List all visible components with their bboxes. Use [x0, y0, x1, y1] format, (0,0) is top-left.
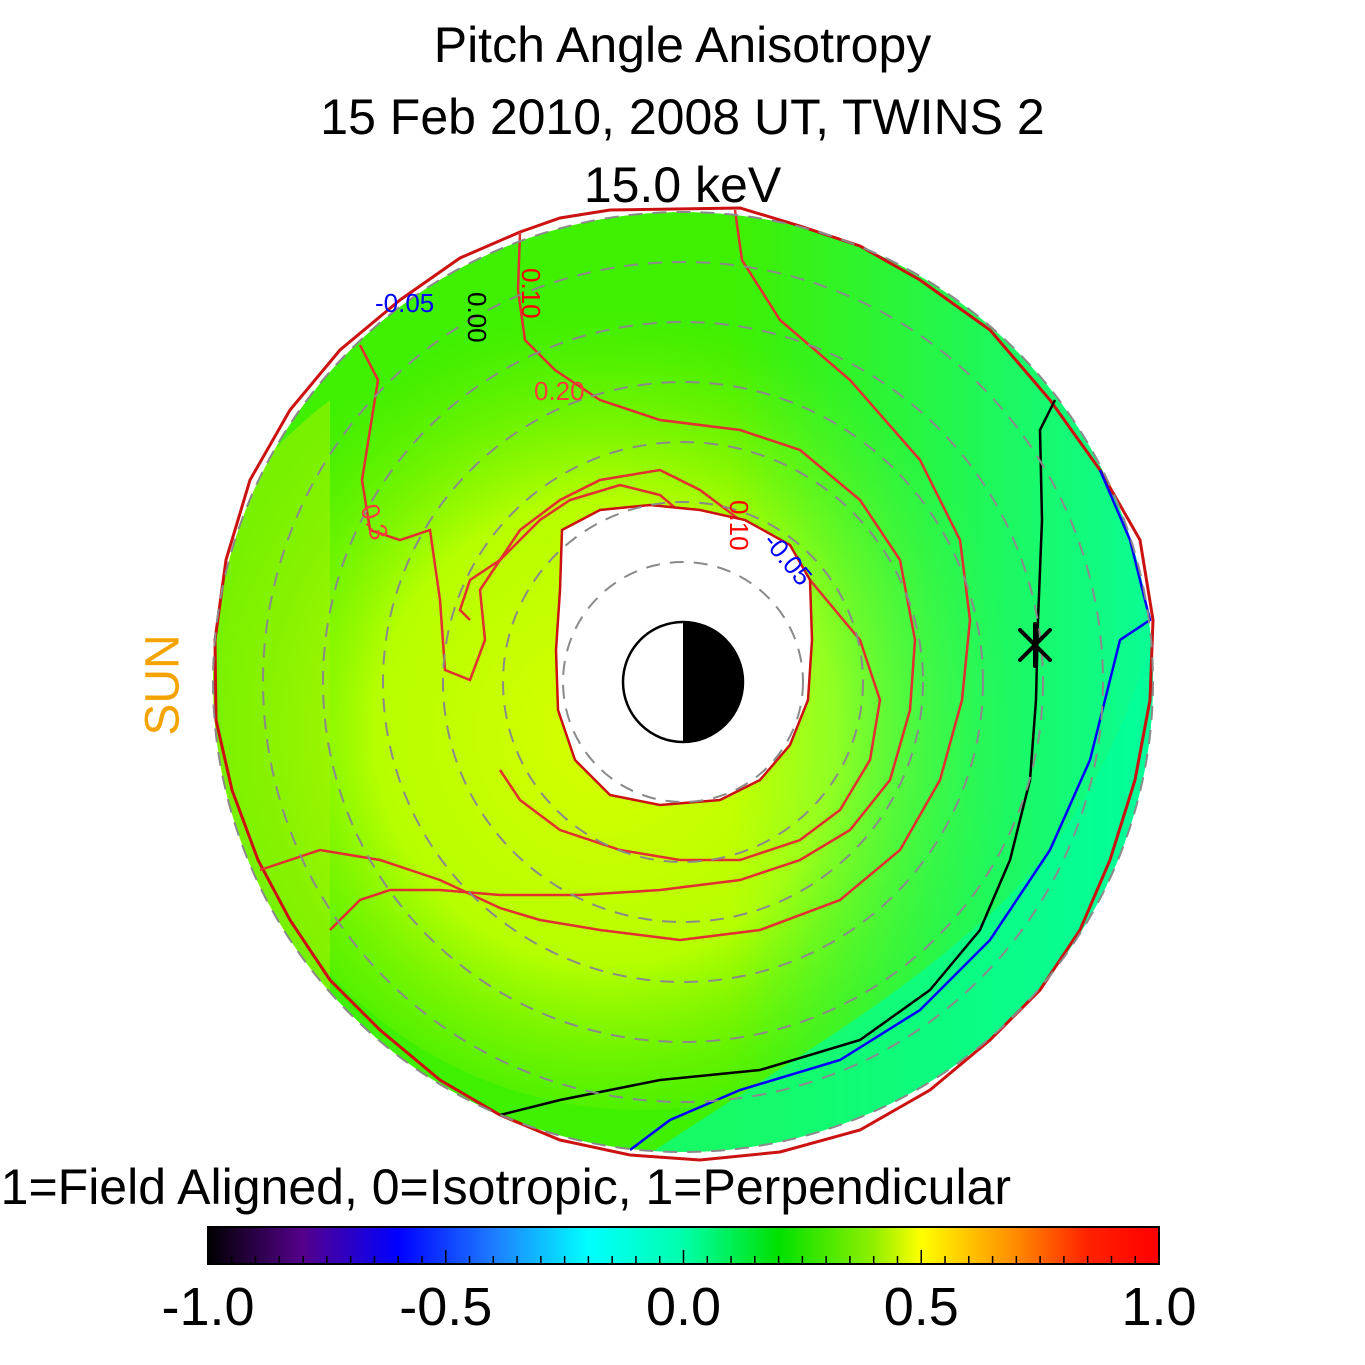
contour-zero-line: [499, 399, 1057, 1117]
chart-title: Pitch Angle Anisotropy: [433, 17, 932, 73]
colorbar-tick-label: 1.0: [1121, 1277, 1196, 1337]
contour-lines: [259, 209, 1152, 1151]
range-ring-4: [382, 381, 984, 983]
range-rings: [212, 211, 1154, 1153]
colorbar-tick-labels: -1.0 -0.5 0.0 0.5 1.0: [161, 1277, 1196, 1337]
range-ring-5: [322, 321, 1044, 1043]
contour-label: 0.20: [534, 376, 585, 406]
range-ring-6: [262, 261, 1104, 1103]
colorbar-tick-label: 0.5: [884, 1277, 959, 1337]
data-boundary-contour: [213, 206, 1155, 1162]
colorbar-minor-ticks: [207, 1250, 1160, 1264]
colorbar-tick-label: -1.0: [161, 1277, 254, 1337]
range-ring-7: [212, 211, 1154, 1153]
contour-label: 0.10: [724, 500, 754, 551]
energy-label: 15.0 keV: [583, 157, 782, 213]
satellite-marker-icon: [1018, 622, 1052, 668]
contour-label: 0.00: [462, 292, 492, 343]
range-ring-3: [442, 441, 924, 923]
contour-label: 0.10: [516, 268, 546, 319]
colorbar-tick-label: -0.5: [399, 1277, 492, 1337]
range-ring-2: [502, 501, 864, 863]
chart-subtitle: 15 Feb 2010, 2008 UT, TWINS 2: [320, 89, 1045, 145]
contour-0.3-line: [358, 344, 761, 682]
contour-inner-ring-line: [498, 539, 882, 862]
contour-neg-0.05-line: [629, 469, 1152, 1151]
contour-0.10-line: [259, 209, 972, 942]
colorbar: -1.0 -0.5 0.0 0.5 1.0: [161, 1226, 1197, 1337]
earth-icon: [621, 620, 745, 744]
range-ring-1: [562, 561, 804, 803]
colorbar-caption: -1=Field Aligned, 0=Isotropic, 1=Perpend…: [0, 1159, 1012, 1215]
contour-label: -0.05: [375, 288, 434, 318]
contour-inner-0.10-line: [458, 483, 681, 621]
colorbar-tick-label: 0.0: [646, 1277, 721, 1337]
